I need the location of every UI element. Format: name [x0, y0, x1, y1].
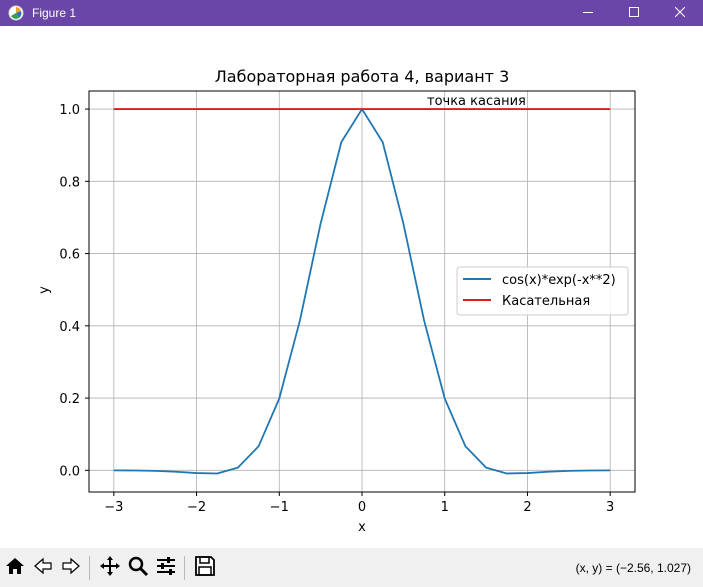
y-tick-label: 0.6	[59, 248, 80, 263]
annotation-tangent-point: точка касания	[427, 94, 526, 109]
legend-label-curve: cos(x)*exp(-x**2)	[502, 273, 616, 288]
back-icon	[32, 555, 54, 581]
home-button[interactable]	[2, 555, 28, 581]
x-tick-label: 3	[606, 500, 614, 515]
y-tick-label: 0.0	[59, 464, 80, 479]
home-icon	[4, 555, 26, 581]
y-axis-label: y	[37, 286, 52, 294]
configure-subplots-button[interactable]	[153, 555, 179, 581]
x-tick-label: 2	[523, 500, 531, 515]
window-title: Figure 1	[32, 6, 77, 20]
pan-icon	[99, 555, 121, 581]
chart-title: Лабораторная работа 4, вариант 3	[215, 67, 510, 86]
y-tick-label: 0.4	[59, 320, 80, 335]
maximize-button[interactable]	[611, 0, 657, 26]
forward-button[interactable]	[58, 555, 84, 581]
close-icon	[674, 6, 686, 21]
x-tick-label: 1	[441, 500, 449, 515]
legend-frame	[456, 266, 629, 316]
x-tick-label: 0	[358, 500, 366, 515]
back-button[interactable]	[30, 555, 56, 581]
matplotlib-app-icon	[8, 5, 24, 21]
zoom-icon	[127, 555, 149, 581]
y-tick-label: 0.2	[59, 392, 80, 407]
pan-button[interactable]	[97, 555, 123, 581]
save-icon	[194, 555, 216, 581]
forward-icon	[60, 555, 82, 581]
x-tick-label: −1	[270, 500, 289, 515]
zoom-button[interactable]	[125, 555, 151, 581]
configure-subplots-icon	[155, 555, 177, 581]
legend-label-tangent: Касательная	[502, 294, 590, 309]
x-axis-label: x	[358, 520, 366, 535]
chart: −3 −2 −1 0 1 2 3 0.0 0.2 0.4 0.6 0.8 1.0 Лабораторна…	[37, 67, 636, 535]
window-titlebar: Figure 1	[0, 0, 703, 26]
x-tick-label: −2	[187, 500, 206, 515]
maximize-icon	[629, 6, 639, 21]
figure-canvas[interactable]: −3 −2 −1 0 1 2 3 0.0 0.2 0.4 0.6 0.8 1.0 Лабораторна…	[0, 26, 703, 548]
save-button[interactable]	[192, 555, 218, 581]
navigation-toolbar	[0, 548, 703, 587]
x-tick-label: −3	[104, 500, 123, 515]
legend: cos(x)*exp(-x**2) Касательная	[456, 266, 629, 316]
toolbar-separator	[89, 555, 90, 580]
close-button[interactable]	[657, 0, 703, 26]
minimize-button[interactable]	[565, 0, 611, 26]
minimize-icon	[583, 6, 593, 21]
y-tick-label: 1.0	[59, 103, 80, 118]
toolbar-separator	[184, 555, 185, 580]
cursor-coordinates: (x, y) = (−2.56, 1.027)	[575, 561, 691, 575]
y-tick-label: 0.8	[59, 175, 80, 190]
